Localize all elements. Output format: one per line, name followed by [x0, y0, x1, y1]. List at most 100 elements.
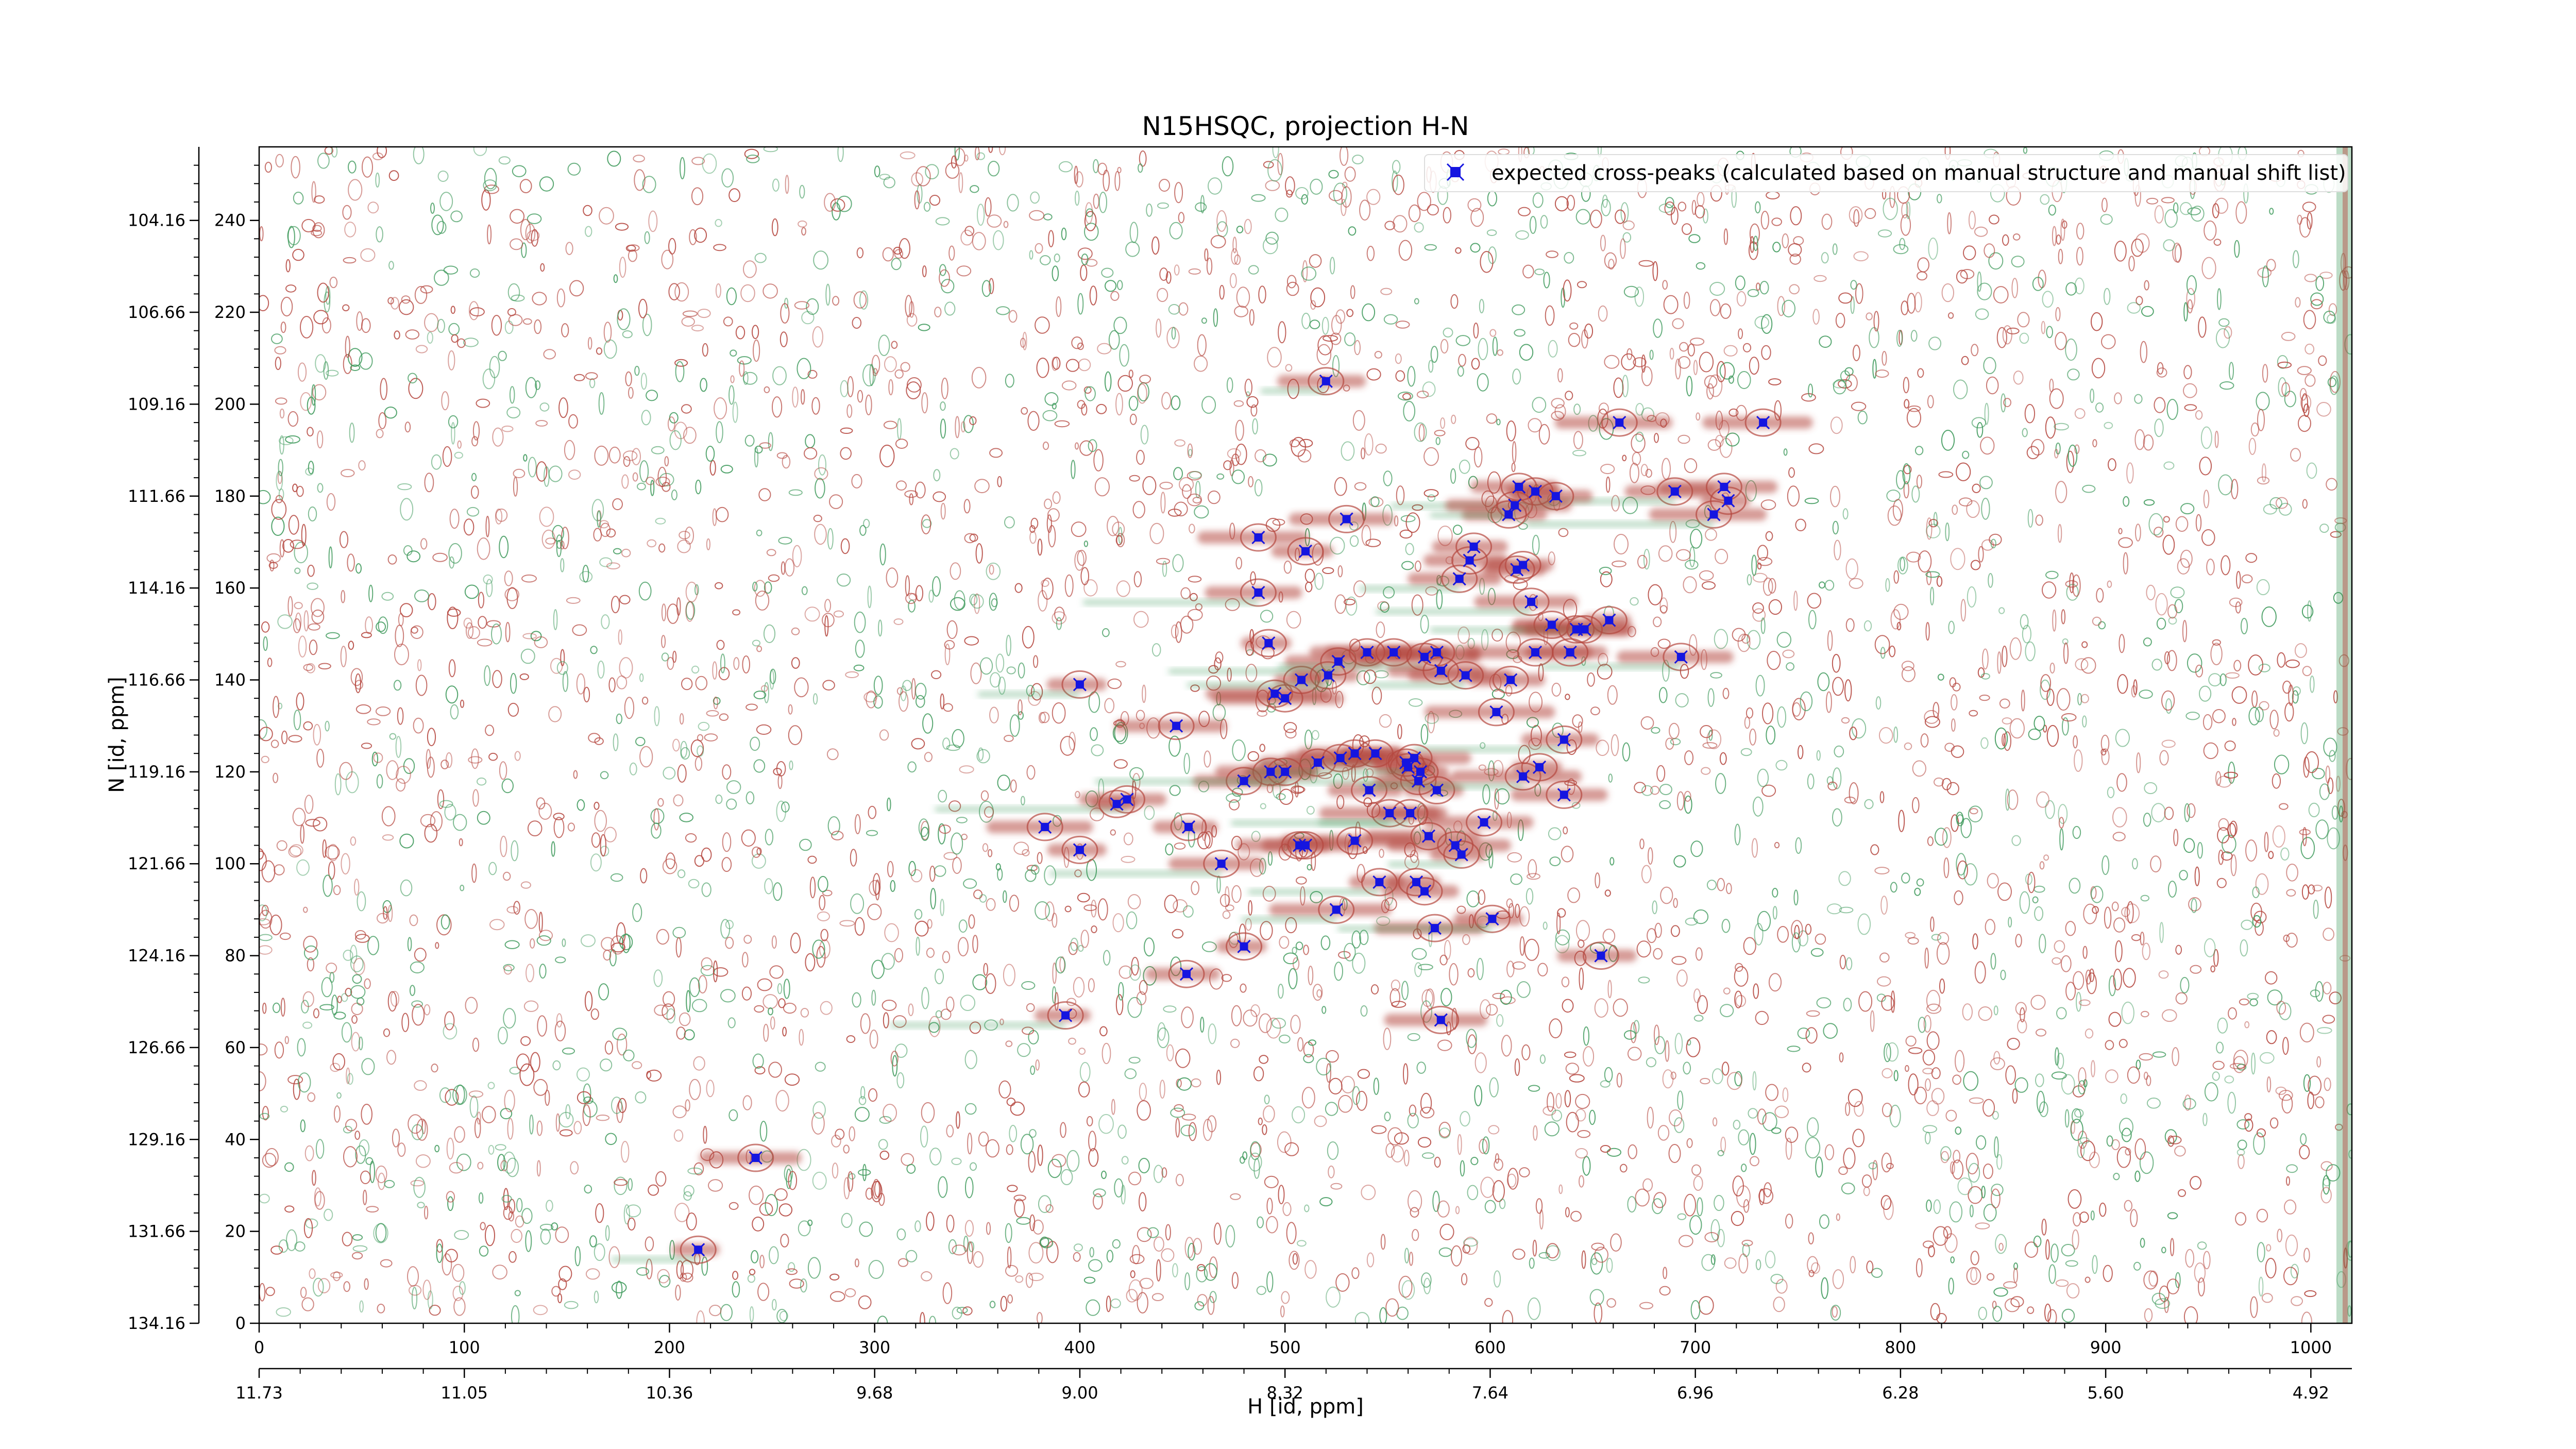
noise-contour-positive — [1161, 1167, 1167, 1178]
noise-contour-negative — [2185, 712, 2200, 720]
noise-contour-positive — [510, 209, 525, 224]
noise-contour-positive — [1951, 718, 1956, 732]
noise-contour-negative — [764, 682, 770, 703]
noise-contour-positive — [1026, 865, 1038, 871]
noise-contour-negative — [411, 1287, 418, 1310]
noise-contour-negative — [1489, 1077, 1499, 1098]
noise-contour-positive — [560, 541, 565, 550]
noise-contour-positive — [1757, 562, 1762, 570]
noise-contour-negative — [1983, 357, 1996, 375]
noise-contour-positive — [1346, 309, 1354, 317]
noise-contour-positive — [1151, 236, 1160, 255]
noise-contour-positive — [1561, 846, 1574, 863]
peak-contour — [1287, 537, 1324, 566]
noise-contour-negative — [2156, 617, 2166, 630]
noise-contour-negative — [529, 1114, 534, 1135]
noise-contour-negative — [1126, 911, 1138, 930]
noise-contour-positive — [1858, 991, 1873, 1012]
noise-contour-positive — [1549, 1018, 1563, 1038]
noise-contour-positive — [1230, 1038, 1240, 1048]
noise-contour-positive — [1664, 201, 1675, 215]
noise-contour-positive — [2128, 256, 2135, 272]
noise-contour-negative — [1232, 739, 1246, 761]
noise-contour-negative — [773, 882, 783, 901]
noise-contour-negative — [574, 1246, 581, 1267]
y-ppm-tick-label: 104.16 — [128, 211, 185, 230]
noise-contour-negative — [1937, 673, 1944, 681]
noise-contour-positive — [1292, 1253, 1298, 1265]
noise-contour-positive — [1668, 1144, 1681, 1163]
noise-contour-negative — [1248, 265, 1259, 275]
noise-contour-positive — [749, 1185, 764, 1205]
noise-contour-positive — [1366, 246, 1375, 261]
noise-contour-positive — [1677, 201, 1687, 212]
noise-contour-negative — [938, 789, 947, 803]
noise-contour-negative — [2102, 855, 2110, 875]
noise-contour-positive — [2231, 686, 2247, 704]
noise-contour-positive — [2343, 845, 2348, 861]
noise-contour-positive — [1777, 926, 1789, 943]
noise-contour-positive — [1762, 702, 1774, 724]
noise-contour-negative — [1871, 1268, 1883, 1278]
noise-contour-positive — [423, 1004, 431, 1016]
noise-contour-positive — [662, 1003, 675, 1020]
noise-contour-positive — [1334, 477, 1347, 496]
noise-contour-positive — [1231, 248, 1239, 265]
noise-contour-positive — [1637, 554, 1648, 569]
noise-contour-negative — [1706, 880, 1717, 890]
noise-contour-negative — [1833, 380, 1846, 389]
noise-contour-positive — [1893, 603, 1909, 620]
noise-contour-positive — [1604, 889, 1611, 897]
noise-contour-negative — [1407, 1033, 1420, 1041]
noise-contour-negative — [779, 1310, 788, 1321]
noise-contour-positive — [350, 836, 357, 846]
noise-contour-positive — [1684, 750, 1694, 765]
noise-contour-positive — [380, 1259, 393, 1268]
noise-contour-positive — [661, 249, 674, 269]
noise-contour-positive — [2334, 517, 2347, 524]
noise-contour-positive — [259, 945, 273, 955]
noise-contour-negative — [1649, 349, 1654, 360]
noise-contour-positive — [303, 610, 309, 632]
noise-contour-negative — [1029, 250, 1033, 260]
noise-contour-positive — [2346, 758, 2352, 780]
noise-contour-negative — [972, 974, 988, 990]
noise-contour-positive — [1691, 1164, 1702, 1176]
noise-contour-positive — [741, 986, 752, 1001]
cross-peak-marker — [1333, 751, 1347, 765]
noise-contour-positive — [343, 1146, 358, 1168]
noise-contour-negative — [1231, 469, 1245, 484]
noise-contour-positive — [1041, 578, 1054, 600]
noise-contour-positive — [1154, 1236, 1164, 1252]
noise-contour-negative — [2042, 291, 2054, 308]
noise-contour-negative — [1772, 242, 1781, 252]
noise-contour-positive — [1007, 1294, 1013, 1304]
noise-contour-positive — [410, 625, 423, 639]
noise-contour-positive — [1281, 1291, 1290, 1304]
noise-contour-negative — [2140, 1238, 2145, 1248]
noise-contour-positive — [277, 471, 282, 484]
noise-contour-positive — [1232, 237, 1237, 254]
noise-contour-positive — [1354, 482, 1367, 491]
noise-contour-negative — [1906, 201, 1911, 220]
noise-contour-positive — [469, 307, 485, 316]
noise-contour-positive — [1340, 147, 1349, 166]
noise-contour-positive — [2178, 1189, 2186, 1197]
noise-contour-negative — [1090, 727, 1098, 741]
peak-contour — [1168, 959, 1205, 988]
noise-contour-positive — [2031, 439, 2045, 456]
noise-contour-positive — [1926, 1003, 1942, 1014]
noise-contour-positive — [2154, 205, 2164, 224]
noise-contour-positive — [2002, 717, 2012, 724]
noise-contour-negative — [801, 311, 815, 325]
noise-contour-negative — [770, 668, 776, 685]
noise-contour-negative — [813, 250, 828, 270]
noise-contour-negative — [2219, 673, 2227, 686]
noise-contour-positive — [561, 323, 569, 338]
noise-contour-positive — [1751, 838, 1758, 858]
noise-contour-negative — [1370, 496, 1380, 507]
noise-contour-positive — [2161, 690, 2175, 711]
noise-contour-positive — [1463, 1236, 1478, 1255]
noise-contour-positive — [2255, 873, 2269, 895]
noise-contour-negative — [1976, 1135, 1987, 1150]
